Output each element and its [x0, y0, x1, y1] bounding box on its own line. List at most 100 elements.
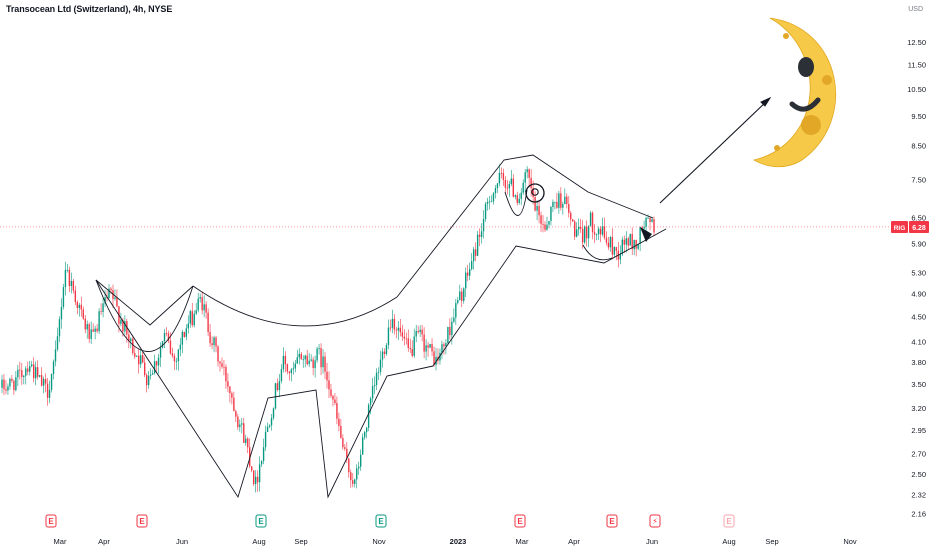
candle-body: [187, 323, 189, 329]
candle-body: [591, 212, 594, 233]
event-marker: [514, 514, 526, 528]
candle-body: [373, 384, 376, 387]
candle-body: [411, 348, 413, 356]
event-marker: [136, 514, 148, 528]
y-tick-label: 12.50: [907, 38, 926, 47]
drawing-back-curve: [192, 285, 398, 327]
x-tick-label: Mar: [54, 537, 67, 546]
candle-body: [641, 227, 643, 229]
candle-body: [548, 220, 550, 225]
candle-body: [205, 304, 207, 313]
candle-body: [25, 368, 27, 376]
candle-body: [393, 318, 396, 330]
candle-body: [361, 437, 364, 455]
y-tick-label: 11.50: [908, 61, 926, 70]
candle-body: [249, 447, 251, 467]
candle-body: [340, 426, 342, 439]
candle-body: [296, 357, 298, 364]
candle-body: [478, 234, 481, 237]
candle-body: [391, 318, 394, 328]
candle-body: [58, 319, 61, 337]
candle-body: [570, 212, 572, 220]
candle-body: [395, 329, 398, 331]
candle-body: [506, 187, 509, 189]
event-marker: [255, 514, 267, 528]
candle-body: [502, 172, 505, 181]
candle-body: [29, 366, 31, 372]
axis-currency-label: USD: [908, 6, 923, 13]
candle-body: [356, 468, 358, 480]
candle-body: [128, 334, 130, 342]
drawing-eye-outer: [525, 183, 545, 203]
candle-body: [431, 343, 433, 352]
candle-body: [377, 371, 380, 373]
event-marker: [375, 514, 387, 528]
drawing-nose-triangle: [640, 227, 652, 242]
x-tick-label: 2023: [450, 537, 467, 546]
candle-body: [403, 336, 405, 339]
candle-body: [274, 383, 277, 409]
candle-body: [165, 332, 168, 334]
drawing-left-u-curve: [95, 279, 194, 352]
candle-body: [134, 353, 136, 357]
candle-body: [116, 297, 118, 307]
candle-body: [425, 345, 427, 352]
candle-body: [498, 172, 501, 184]
candle-body: [19, 369, 21, 371]
candle-body: [78, 304, 80, 308]
candle-body: [518, 198, 520, 203]
event-marker: [723, 514, 735, 528]
candle-body: [643, 226, 645, 229]
candle-body: [330, 389, 332, 396]
last-price-badge: [909, 220, 929, 233]
moon-spot-2: [801, 115, 821, 135]
y-tick-label: 3.80: [911, 358, 926, 367]
candle-body: [427, 345, 429, 348]
candle-body: [153, 361, 156, 374]
candle-body: [492, 193, 495, 202]
candle-body: [637, 243, 639, 249]
candle-body: [157, 357, 160, 366]
candle-body: [245, 438, 247, 443]
candle-body: [401, 332, 404, 337]
candle-body: [207, 312, 209, 333]
candle-body: [254, 476, 257, 485]
candle-body: [56, 336, 59, 350]
candle-body: [62, 287, 65, 307]
event-marker-label: E: [48, 517, 54, 526]
candle-body: [461, 291, 463, 301]
candle-body: [451, 321, 453, 336]
candle-body: [572, 219, 574, 222]
candle-body: [556, 201, 558, 208]
candle-body: [142, 355, 144, 363]
candle-body: [465, 272, 467, 289]
candle-body: [223, 366, 225, 368]
candle-body: [581, 228, 584, 243]
candle-body: [407, 338, 409, 348]
candle-body: [151, 373, 154, 375]
candle-body: [227, 381, 229, 387]
candle-body: [365, 427, 368, 433]
candle-body: [433, 351, 435, 365]
candle-body: [619, 254, 622, 260]
candle-body: [175, 361, 178, 362]
candle-body: [130, 338, 132, 342]
candle-body: [209, 332, 211, 344]
candle-body: [294, 363, 297, 369]
candle-body: [108, 288, 110, 299]
candle-body: [623, 239, 625, 245]
candle-body: [625, 238, 627, 245]
candle-body: [566, 196, 568, 204]
event-marker-label: E: [517, 517, 523, 526]
candle-body: [300, 353, 302, 360]
candle-body: [40, 375, 43, 386]
candle-body: [225, 366, 227, 382]
candle-body: [350, 472, 352, 481]
candle-body: [320, 348, 322, 368]
candle-body: [542, 224, 544, 225]
candle-body: [183, 331, 186, 337]
candle-body: [488, 201, 491, 203]
candle-body: [375, 372, 378, 385]
candle-body: [528, 169, 530, 178]
